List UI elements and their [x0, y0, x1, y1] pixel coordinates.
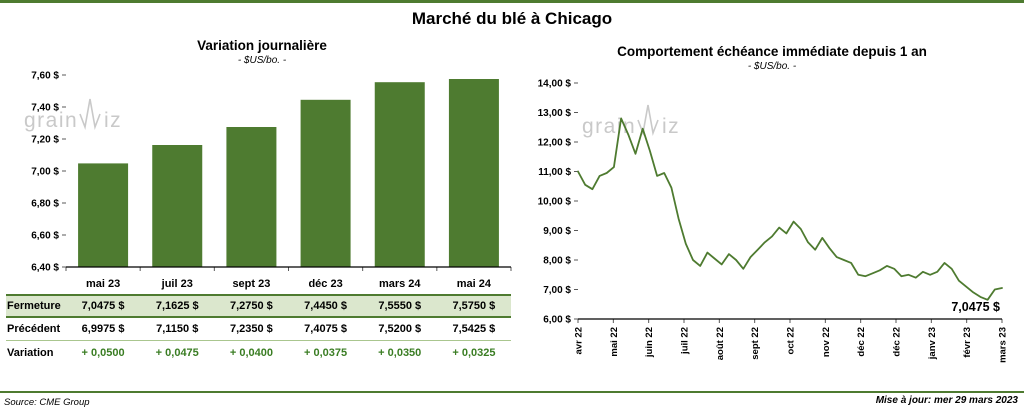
- line-xtick-label: juin 22: [644, 327, 655, 358]
- bar-1: [152, 145, 203, 267]
- bar-3: [300, 99, 351, 267]
- row-label: Précédent: [7, 323, 61, 335]
- line-ytick-label: 11,00 $: [538, 167, 571, 178]
- table-cell: 7,1150 $: [156, 323, 199, 335]
- table-cell: + 0,0375: [304, 346, 348, 359]
- bar-ytick-label: 6,40 $: [31, 263, 59, 273]
- bar-ytick-label: 6,80 $: [31, 199, 59, 210]
- bar-ytick-label: 7,20 $: [31, 135, 59, 146]
- category-label: mars 24: [378, 277, 421, 290]
- price-table: mai 23 juil 23 sept 23 déc 23 mars 24 mai 24 F…: [6, 273, 511, 364]
- line-ytick-label: 10,00 $: [538, 197, 572, 208]
- line-xtick-label: mai 22: [609, 327, 620, 357]
- line-ytick-label: 8,00 $: [543, 256, 571, 267]
- line-ytick-label: 13,00 $: [538, 108, 572, 119]
- line-xtick-label: avr 22: [574, 327, 585, 354]
- svg-text:iz: iz: [662, 115, 680, 138]
- line-xtick-label: juil 22: [680, 327, 691, 355]
- row-label: Variation: [7, 346, 54, 359]
- line-ytick-label: 12,00 $: [538, 138, 572, 149]
- table-cell: + 0,0350: [378, 346, 422, 359]
- line-xtick-label: déc 22: [856, 327, 867, 357]
- update-note: Mise à jour: mer 29 mars 2023: [875, 395, 1018, 406]
- page-title: Marché du blé à Chicago: [411, 9, 613, 28]
- line-xtick-label: août 22: [715, 327, 726, 360]
- bar-chart-title: Variation journalière: [197, 38, 327, 53]
- bar-ytick-label: 7,40 $: [31, 103, 59, 114]
- table-cell: 7,5425 $: [452, 323, 496, 335]
- line-xtick-label: oct 22: [786, 327, 797, 354]
- line-xtick-label: févr 23: [962, 327, 973, 358]
- table-cell: + 0,0500: [81, 346, 125, 359]
- line-xtick-label: sept 22: [750, 327, 761, 360]
- table-cell: 7,5750 $: [452, 300, 496, 312]
- bar-chart: 6,40 $ 6,60 $ 6,80 $ 7,00 $ 7,20 $ 7,40 $ 7,60…: [24, 71, 512, 273]
- category-header-row: mai 23 juil 23 sept 23 déc 23 mars 24 mai 24: [6, 273, 511, 294]
- price-line-series: [577, 117, 1003, 301]
- one-year-trend-panel: Comportement échéance immédiate depuis 1…: [524, 44, 1020, 373]
- daily-variation-panel: Variation journalière - $US/bo. - 6,40 $…: [6, 38, 518, 364]
- line-chart-title: Comportement échéance immédiate depuis 1…: [617, 44, 927, 59]
- table-cell: 7,4075 $: [304, 323, 347, 335]
- top-accent-bar: [0, 0, 1024, 3]
- source-note: Source: CME Group: [4, 397, 90, 408]
- table-cell: + 0,0325: [452, 346, 496, 359]
- line-ytick-label: 7,00 $: [543, 285, 571, 296]
- line-chart: 6,00 $ 7,00 $ 8,00 $ 9,00 $ 10,00 $ 11,00 $ 12…: [538, 79, 1009, 363]
- table-cell: 7,2350 $: [229, 323, 273, 335]
- category-label: mai 23: [85, 277, 121, 290]
- line-ytick-label: 14,00 $: [538, 79, 572, 90]
- line-ytick-label: 9,00 $: [543, 226, 571, 237]
- line-ytick-label: 6,00 $: [543, 315, 571, 326]
- line-xtick-label: janv 23: [927, 327, 938, 360]
- svg-text:grain: grain: [24, 109, 78, 132]
- category-label: sept 23: [232, 277, 271, 290]
- bar-ytick-label: 7,60 $: [31, 71, 59, 82]
- bar-5: [448, 79, 499, 267]
- line-chart-subtitle: - $US/bo. -: [747, 61, 797, 72]
- table-cell: + 0,0400: [229, 346, 273, 359]
- table-cell: 7,2750 $: [229, 300, 273, 312]
- last-price-label: 7,0475 $: [951, 300, 1000, 314]
- table-row-0: Fermeture 7,0475 $ 7,1625 $ 7,2750 $ 7,4450 …: [6, 294, 511, 318]
- category-label: juil 23: [161, 277, 193, 290]
- category-label: mai 24: [456, 277, 492, 290]
- table-cell: 7,0475 $: [81, 300, 125, 312]
- line-xtick-label: nov 22: [821, 327, 832, 357]
- table-cell: + 0,0475: [155, 346, 199, 359]
- bar-ytick-label: 6,60 $: [31, 231, 59, 242]
- watermark-w-bolt-icon: [79, 98, 101, 130]
- bar-chart-subtitle: - $US/bo. -: [237, 55, 287, 66]
- line-xtick-label: mars 23: [998, 327, 1009, 363]
- bar-4: [374, 82, 425, 267]
- table-cell: 7,5200 $: [378, 323, 422, 335]
- grainwiz-watermark: grain iz: [24, 98, 122, 132]
- table-cell: 6,9975 $: [81, 323, 125, 335]
- category-label: déc 23: [308, 277, 343, 290]
- table-cell: 7,5550 $: [378, 300, 422, 312]
- line-xtick-label: déc 22: [892, 327, 903, 357]
- bar-ytick-label: 7,00 $: [31, 167, 59, 178]
- bar-0: [78, 163, 129, 267]
- bar-2: [226, 127, 277, 267]
- table-cell: 7,1625 $: [155, 300, 199, 312]
- grainwiz-watermark: grain iz: [582, 104, 680, 138]
- watermark-w-bolt-icon: [637, 104, 659, 136]
- table-cell: 7,4450 $: [304, 300, 347, 312]
- table-row-1: Précédent 6,9975 $ 7,1150 $ 7,2350 $ 7,4075 …: [6, 318, 511, 341]
- row-label: Fermeture: [7, 300, 61, 312]
- table-row-2: Variation + 0,0500 + 0,0475 + 0,0400 + 0,037…: [6, 341, 511, 364]
- footer-divider: [0, 391, 1024, 393]
- svg-text:iz: iz: [104, 109, 122, 132]
